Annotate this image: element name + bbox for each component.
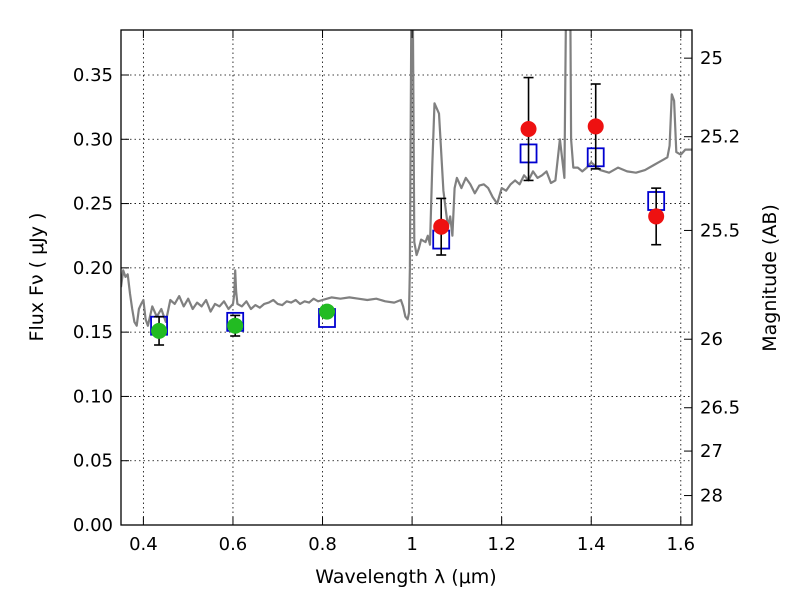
spectrum-layer bbox=[121, 30, 692, 327]
observed-point-marker bbox=[587, 118, 604, 135]
observed-point-marker bbox=[151, 322, 168, 339]
spectrum-line bbox=[121, 30, 692, 327]
x-tick-label: 0.8 bbox=[308, 534, 337, 555]
x-tick-label: 1.4 bbox=[577, 534, 606, 555]
x-tick-label: 1 bbox=[406, 534, 417, 555]
x-axis-label: Wavelength λ (μm) bbox=[315, 566, 496, 588]
x-tick-label: 0.6 bbox=[219, 534, 248, 555]
plot-frame bbox=[120, 29, 693, 526]
y-tick-label: 0.20 bbox=[73, 258, 113, 279]
x-tick-label: 0.4 bbox=[129, 534, 158, 555]
y2-tick-label: 27 bbox=[700, 441, 723, 462]
observed-point-marker bbox=[227, 317, 244, 334]
y2-tick-label: 26.5 bbox=[700, 398, 740, 419]
y-tick-label: 0.15 bbox=[73, 322, 113, 343]
y2-tick-label: 28 bbox=[700, 486, 723, 507]
y-tick-label: 0.35 bbox=[73, 65, 113, 86]
x-tick-label: 1.6 bbox=[666, 534, 695, 555]
y-tick-label: 0.05 bbox=[73, 451, 113, 472]
observed-point-marker bbox=[648, 208, 665, 225]
observed-point-marker bbox=[319, 303, 336, 320]
y2-tick-label: 25 bbox=[700, 48, 723, 69]
y-tick-label: 0.25 bbox=[73, 194, 113, 215]
y2-tick-label: 25.2 bbox=[700, 127, 740, 148]
y-tick-label: 0.10 bbox=[73, 386, 113, 407]
ticks: 0.4 0.6 0.8 1 1.2 1.4 1.6 0.00 0.05 0.10 0.15 0.20 0… bbox=[73, 30, 740, 555]
y-axis-label: Flux Fν ( μJy ) bbox=[26, 213, 48, 342]
y-tick-label: 0.00 bbox=[73, 515, 113, 536]
grid bbox=[121, 30, 692, 526]
y-tick-label: 0.30 bbox=[73, 129, 113, 150]
observed-point-marker bbox=[433, 218, 450, 235]
y2-tick-label: 26 bbox=[700, 329, 723, 350]
y2-tick-label: 25.5 bbox=[700, 220, 740, 241]
marker-layer bbox=[150, 76, 666, 346]
observed-point-marker bbox=[520, 121, 537, 137]
x-tick-label: 1.2 bbox=[487, 534, 516, 555]
y2-axis-label: Magnitude (AB) bbox=[759, 204, 781, 352]
